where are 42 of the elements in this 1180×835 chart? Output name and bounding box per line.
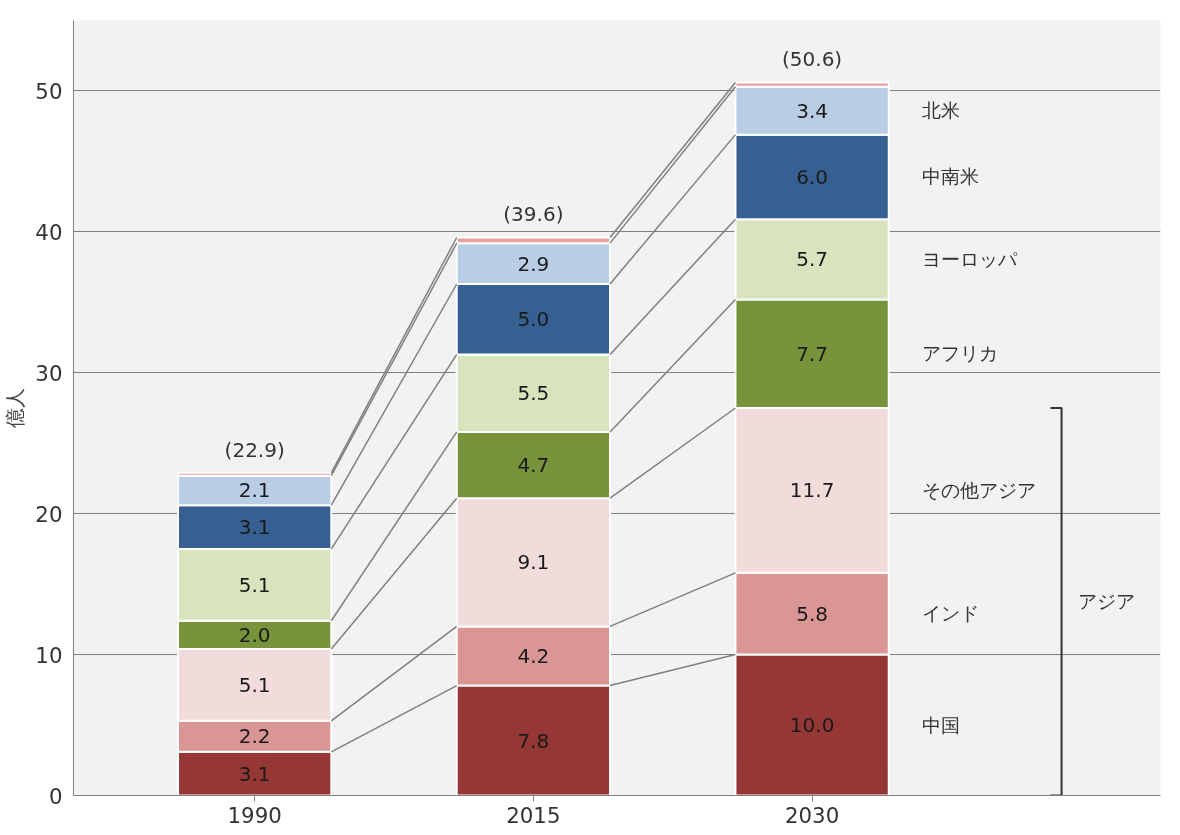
data-label: 2.9 xyxy=(517,251,550,276)
series-label: その他アジア xyxy=(922,479,1037,501)
y-tick-label: 20 xyxy=(35,501,63,527)
series-label: アフリカ xyxy=(922,343,999,365)
x-tick-label: 2015 xyxy=(506,802,561,828)
data-label: 5.7 xyxy=(796,247,829,272)
data-label: 5.5 xyxy=(517,381,550,406)
series-label: インド xyxy=(922,603,980,625)
total-label: (22.9) xyxy=(224,437,285,462)
annotation: アジア xyxy=(1078,591,1136,613)
data-label: 10.0 xyxy=(789,713,835,738)
series-label: 北米 xyxy=(922,100,961,122)
data-label: 5.1 xyxy=(238,672,271,697)
data-label: 3.4 xyxy=(796,98,829,123)
data-label: 6.0 xyxy=(796,164,829,189)
data-label: 4.7 xyxy=(517,453,550,478)
data-label: 2.1 xyxy=(238,478,271,503)
x-tick-label: 1990 xyxy=(227,802,282,828)
data-label: 5.8 xyxy=(796,601,829,626)
y-tick-label: 50 xyxy=(35,78,63,104)
total-label: (50.6) xyxy=(782,47,843,72)
data-label: 3.1 xyxy=(238,761,271,786)
y-axis-title: 億人 xyxy=(3,388,28,428)
data-label: 7.7 xyxy=(796,341,829,366)
series-label: 中南米 xyxy=(922,166,980,188)
data-label: 9.1 xyxy=(517,550,550,575)
data-label: 2.0 xyxy=(238,622,271,647)
data-label: 5.1 xyxy=(238,572,271,597)
series-label: 中国 xyxy=(922,714,961,736)
total-label: (39.6) xyxy=(503,202,564,227)
x-tick-label: 2030 xyxy=(784,802,840,828)
series-label: ヨーロッパ xyxy=(922,248,1019,270)
data-label: 3.1 xyxy=(238,515,271,540)
data-label: 5.0 xyxy=(517,307,550,332)
y-tick-label: 30 xyxy=(35,360,63,386)
y-tick-label: 10 xyxy=(35,642,63,668)
data-label: 2.2 xyxy=(238,724,271,749)
data-label: 4.2 xyxy=(517,644,550,668)
y-tick-label: 40 xyxy=(35,219,63,245)
data-label: 11.7 xyxy=(789,478,835,503)
y-tick-label: 0 xyxy=(48,783,63,809)
data-label: 7.8 xyxy=(517,728,550,753)
